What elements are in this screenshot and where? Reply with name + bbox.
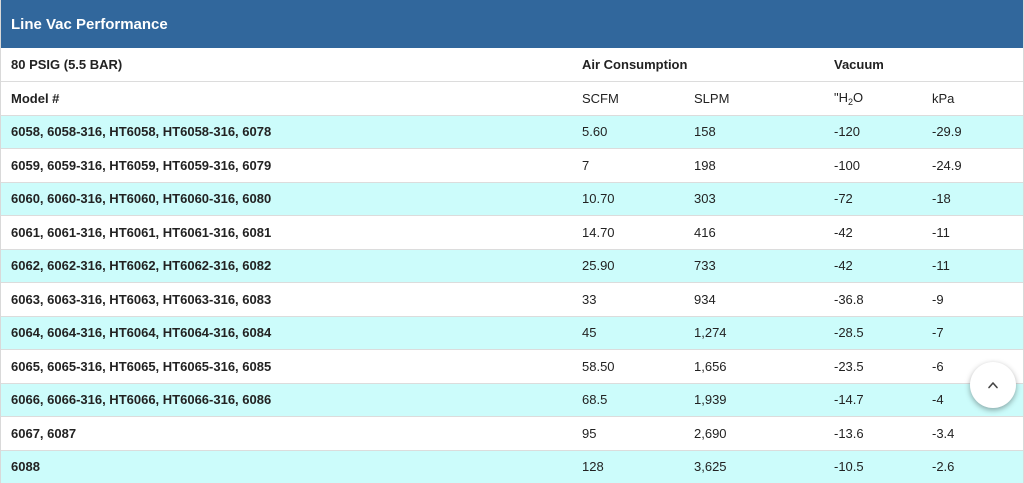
kpa-cell: -11 (922, 215, 1024, 250)
model-cell: 6065, 6065-316, HT6065, HT6065-316, 6085 (1, 349, 572, 384)
scfm-cell: 68.5 (572, 383, 684, 417)
kpa-cell: -18 (922, 182, 1024, 216)
vacuum-header: Vacuum (824, 48, 1024, 82)
slpm-cell: 303 (684, 182, 824, 216)
h2o-cell: -42 (824, 215, 922, 250)
kpa-cell: -9 (922, 282, 1024, 317)
table-row: 6088 128 3,625 -10.5 -2.6 (1, 450, 1024, 483)
kpa-cell: -7 (922, 316, 1024, 350)
slpm-cell: 416 (684, 215, 824, 250)
chevron-up-icon (988, 382, 998, 389)
scfm-cell: 95 (572, 416, 684, 451)
scfm-cell: 58.50 (572, 349, 684, 384)
h2o-cell: -13.6 (824, 416, 922, 451)
h2o-cell: -100 (824, 148, 922, 183)
h2o-cell: -42 (824, 249, 922, 283)
model-cell: 6067, 6087 (1, 416, 572, 451)
h2o-subscript: 2 (848, 96, 854, 107)
scfm-cell: 45 (572, 316, 684, 350)
table-subheader-row: Model # SCFM SLPM "H2O kPa (1, 81, 1024, 116)
table-row: 6067, 6087 95 2,690 -13.6 -3.4 (1, 416, 1024, 451)
condition-header: 80 PSIG (5.5 BAR) (1, 48, 572, 82)
model-cell: 6061, 6061-316, HT6061, HT6061-316, 6081 (1, 215, 572, 250)
kpa-cell: -29.9 (922, 115, 1024, 149)
h2o-cell: -14.7 (824, 383, 922, 417)
scfm-cell: 10.70 (572, 182, 684, 216)
h2o-prefix: "H (834, 89, 849, 105)
model-cell: 6064, 6064-316, HT6064, HT6064-316, 6084 (1, 316, 572, 350)
kpa-cell: -11 (922, 249, 1024, 283)
model-column-header: Model # (1, 81, 572, 116)
kpa-cell: -3.4 (922, 416, 1024, 451)
slpm-cell: 2,690 (684, 416, 824, 451)
slpm-cell: 733 (684, 249, 824, 283)
scroll-to-top-button[interactable] (970, 362, 1016, 408)
model-cell: 6059, 6059-316, HT6059, HT6059-316, 6079 (1, 148, 572, 183)
table-row: 6066, 6066-316, HT6066, HT6066-316, 6086… (1, 383, 1024, 417)
slpm-cell: 934 (684, 282, 824, 317)
table-row: 6061, 6061-316, HT6061, HT6061-316, 6081… (1, 215, 1024, 250)
scfm-cell: 7 (572, 148, 684, 183)
model-cell: 6063, 6063-316, HT6063, HT6063-316, 6083 (1, 282, 572, 317)
table-row: 6058, 6058-316, HT6058, HT6058-316, 6078… (1, 115, 1024, 149)
scfm-cell: 33 (572, 282, 684, 317)
table-row: 6059, 6059-316, HT6059, HT6059-316, 6079… (1, 148, 1024, 183)
slpm-cell: 1,939 (684, 383, 824, 417)
scfm-cell: 5.60 (572, 115, 684, 149)
table-row: 6060, 6060-316, HT6060, HT6060-316, 6080… (1, 182, 1024, 216)
slpm-cell: 198 (684, 148, 824, 183)
scfm-cell: 25.90 (572, 249, 684, 283)
kpa-cell: -2.6 (922, 450, 1024, 483)
scfm-column-header: SCFM (572, 81, 684, 116)
performance-table: 80 PSIG (5.5 BAR) Air Consumption Vacuum… (1, 48, 1024, 483)
h2o-cell: -72 (824, 182, 922, 216)
table-row: 6065, 6065-316, HT6065, HT6065-316, 6085… (1, 349, 1024, 384)
h2o-cell: -36.8 (824, 282, 922, 317)
scfm-cell: 14.70 (572, 215, 684, 250)
table-row: 6063, 6063-316, HT6063, HT6063-316, 6083… (1, 282, 1024, 317)
model-cell: 6088 (1, 450, 572, 483)
model-cell: 6058, 6058-316, HT6058, HT6058-316, 6078 (1, 115, 572, 149)
table-row: 6064, 6064-316, HT6064, HT6064-316, 6084… (1, 316, 1024, 350)
h2o-cell: -120 (824, 115, 922, 149)
table-row: 6062, 6062-316, HT6062, HT6062-316, 6082… (1, 249, 1024, 283)
h2o-suffix: O (853, 89, 864, 105)
table-header-row: 80 PSIG (5.5 BAR) Air Consumption Vacuum (1, 48, 1024, 82)
model-cell: 6066, 6066-316, HT6066, HT6066-316, 6086 (1, 383, 572, 417)
h2o-cell: -28.5 (824, 316, 922, 350)
model-cell: 6060, 6060-316, HT6060, HT6060-316, 6080 (1, 182, 572, 216)
slpm-cell: 3,625 (684, 450, 824, 483)
h2o-column-header: "H2O (824, 81, 922, 116)
slpm-cell: 158 (684, 115, 824, 149)
air-consumption-header: Air Consumption (572, 48, 824, 82)
h2o-cell: -10.5 (824, 450, 922, 483)
slpm-cell: 1,274 (684, 316, 824, 350)
slpm-cell: 1,656 (684, 349, 824, 384)
kpa-cell: -24.9 (922, 148, 1024, 183)
slpm-column-header: SLPM (684, 81, 824, 116)
kpa-column-header: kPa (922, 81, 1024, 116)
scfm-cell: 128 (572, 450, 684, 483)
model-cell: 6062, 6062-316, HT6062, HT6062-316, 6082 (1, 249, 572, 283)
panel-title: Line Vac Performance (1, 0, 1023, 48)
h2o-cell: -23.5 (824, 349, 922, 384)
